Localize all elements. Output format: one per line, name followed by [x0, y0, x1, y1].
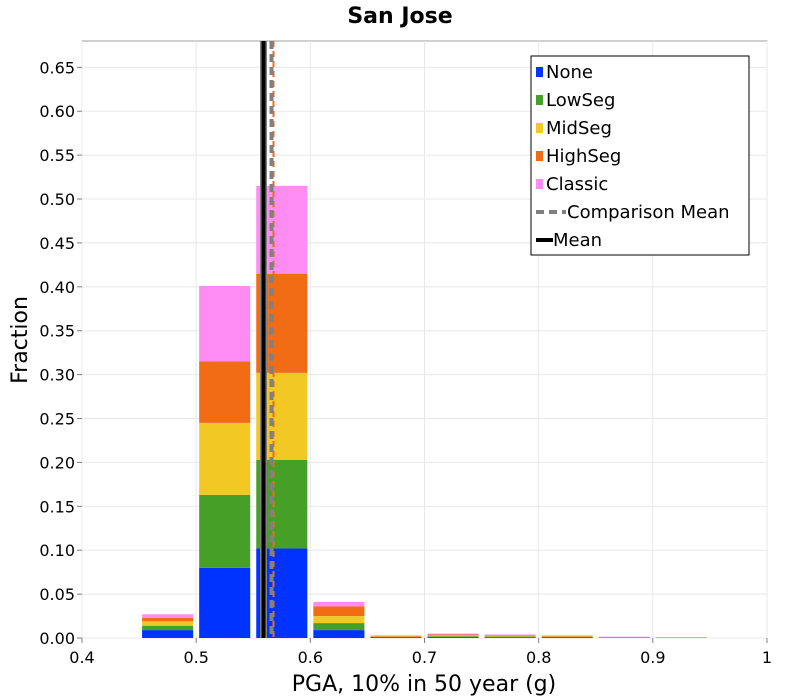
x-tick-label: 0.5 — [183, 648, 208, 667]
bar-segment-midseg — [142, 621, 194, 626]
bar-segment-classic — [370, 635, 422, 636]
bar-segment-midseg — [199, 422, 251, 495]
bar-segment-highseg — [370, 635, 422, 637]
bar-segment-highseg — [427, 634, 479, 636]
y-tick-label: 0.15 — [39, 497, 75, 516]
bar-segment-none — [313, 630, 365, 638]
legend-swatch-lowseg — [536, 95, 543, 105]
bar-segment-midseg — [427, 635, 479, 637]
legend-label: HighSeg — [546, 146, 621, 167]
legend-box — [530, 55, 750, 256]
y-tick-label: 0.40 — [39, 278, 75, 297]
y-tick-label: 0.50 — [39, 190, 75, 209]
bar-segment-highseg — [541, 635, 593, 637]
mean-lines — [260, 41, 275, 638]
x-axis-label: PGA, 10% in 50 year (g) — [292, 672, 556, 697]
legend-label: Mean — [553, 230, 602, 251]
bar-segment-midseg — [541, 636, 593, 637]
legend-swatch-midseg — [536, 123, 543, 133]
bar-segment-none — [142, 630, 194, 638]
bar-segment-classic — [199, 285, 251, 362]
bar-segment-midseg — [484, 635, 536, 637]
bar-segment-lowseg — [313, 623, 365, 631]
legend-label: Comparison Mean — [567, 202, 730, 223]
x-tick-label: 0.4 — [69, 648, 94, 667]
bar-segment-lowseg — [427, 636, 479, 638]
bar-segment-classic — [427, 633, 479, 635]
x-tick-label: 0.6 — [298, 648, 323, 667]
y-tick-label: 0.35 — [39, 322, 75, 341]
bar-segment-highseg — [199, 361, 251, 423]
bars — [142, 185, 707, 638]
bar-segment-lowseg — [199, 494, 251, 568]
bar-segment-lowseg — [142, 625, 194, 631]
bar-segment-lowseg — [370, 636, 422, 638]
bar-segment-none — [199, 567, 251, 638]
bar-segment-classic — [313, 602, 365, 607]
legend-label: MidSeg — [546, 118, 612, 139]
x-tick-label: 0.8 — [526, 648, 551, 667]
legend-label: Classic — [546, 174, 608, 195]
bar-segment-none — [370, 637, 422, 638]
legend-label: LowSeg — [546, 90, 615, 111]
bar-segment-classic — [484, 634, 536, 636]
legend-label: None — [546, 62, 593, 83]
x-axis-ticks: 0.4 0.5 0.6 0.7 0.8 0.9 1 — [69, 638, 772, 667]
chart-title: San Jose — [347, 4, 452, 29]
bar-segment-classic — [142, 614, 194, 618]
legend-swatch-classic — [536, 179, 543, 189]
legend: None LowSeg MidSeg HighSeg Classic Comparison… — [530, 55, 750, 256]
legend-swatch-highseg — [536, 151, 543, 161]
bar-segment-highseg — [142, 617, 194, 622]
bar-segment-highseg — [313, 606, 365, 617]
bar-segment-none — [484, 637, 536, 638]
y-axis-ticks: 0.00 0.05 0.10 0.15 0.20 0.25 0.30 0.35 0.40 0.45… — [39, 58, 82, 648]
y-tick-label: 0.65 — [39, 58, 75, 77]
bar-segment-midseg — [313, 616, 365, 624]
bar-segment-lowseg — [541, 636, 593, 638]
x-tick-label: 0.9 — [640, 648, 665, 667]
y-tick-label: 0.25 — [39, 410, 75, 429]
bar-segment-classic — [541, 635, 593, 636]
bar-segment-highseg — [484, 635, 536, 636]
y-tick-label: 0.55 — [39, 146, 75, 165]
bar-segment-midseg — [370, 636, 422, 637]
legend-swatch-none — [536, 67, 543, 77]
x-tick-label: 0.7 — [412, 648, 437, 667]
y-tick-label: 0.30 — [39, 366, 75, 385]
bar-segment-none — [427, 637, 479, 638]
x-tick-label: 1 — [762, 648, 772, 667]
y-tick-label: 0.60 — [39, 102, 75, 121]
bar-segment-lowseg — [484, 636, 536, 638]
bar-segment-none — [541, 637, 593, 638]
y-tick-label: 0.20 — [39, 453, 75, 472]
y-tick-label: 0.00 — [39, 629, 75, 648]
y-tick-label: 0.10 — [39, 541, 75, 560]
y-axis-label: Fraction — [8, 296, 33, 384]
y-tick-label: 0.05 — [39, 585, 75, 604]
y-tick-label: 0.45 — [39, 234, 75, 253]
